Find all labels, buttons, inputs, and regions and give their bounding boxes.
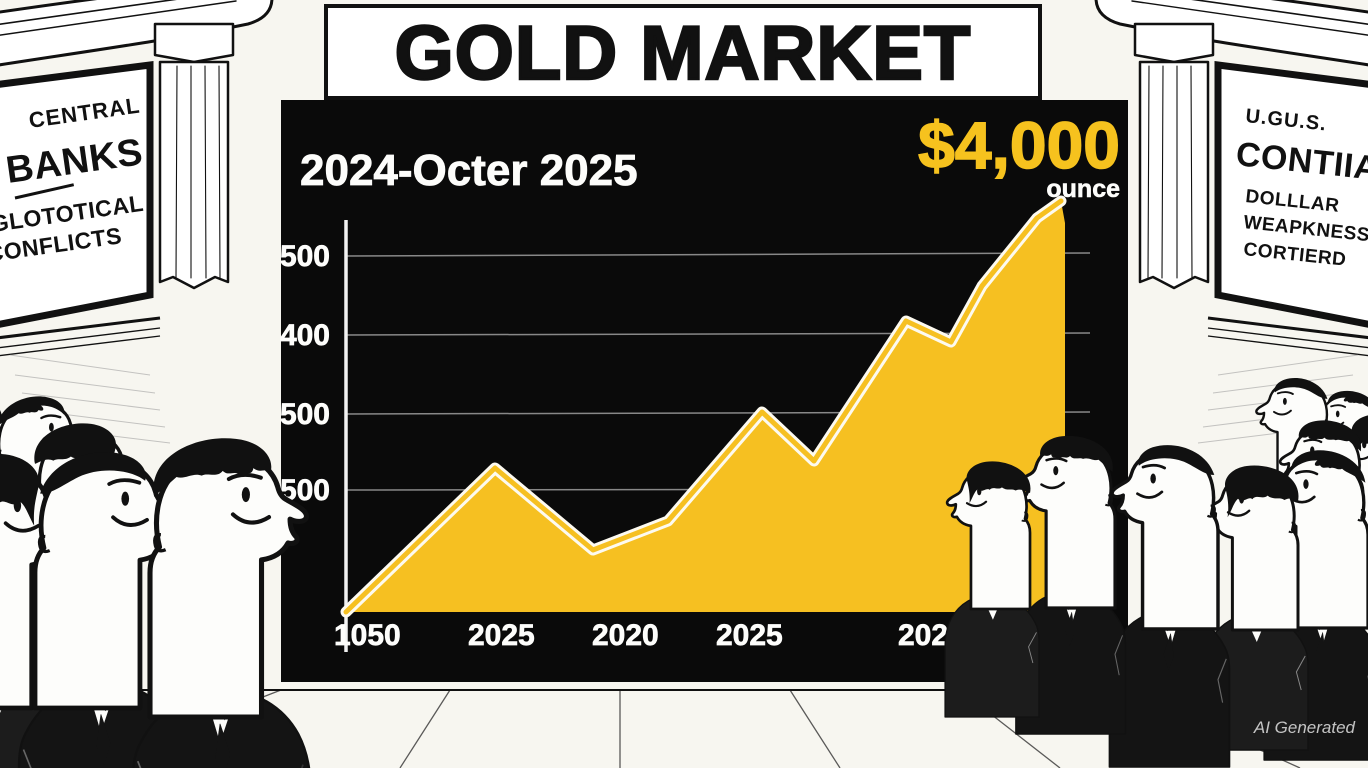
svg-text:1050: 1050 [334,619,401,652]
svg-text:$4,000: $4,000 [918,108,1120,182]
svg-text:202: 202 [898,619,948,652]
svg-text:500: 500 [280,398,330,431]
svg-text:500: 500 [280,240,330,273]
svg-text:2024-Octer 2025: 2024-Octer 2025 [300,146,638,195]
svg-text:400: 400 [280,319,330,352]
svg-text:AI Generated: AI Generated [1253,718,1356,737]
svg-text:2025: 2025 [716,619,783,652]
svg-text:2025: 2025 [468,619,535,652]
svg-text:2020: 2020 [592,619,659,652]
svg-text:GOLD MARKET: GOLD MARKET [395,11,972,96]
